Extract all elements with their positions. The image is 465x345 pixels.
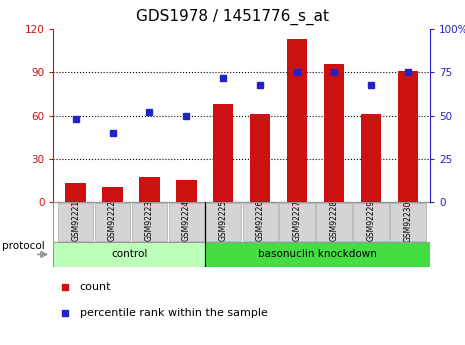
Bar (324, 64, 344, 202)
FancyBboxPatch shape (206, 203, 241, 241)
Text: GSM92227: GSM92227 (292, 200, 302, 242)
FancyBboxPatch shape (243, 203, 278, 241)
Text: GSM92222: GSM92222 (108, 200, 117, 242)
FancyBboxPatch shape (205, 241, 430, 267)
FancyBboxPatch shape (279, 203, 315, 241)
Bar (287, 39, 307, 202)
FancyBboxPatch shape (95, 203, 130, 241)
FancyBboxPatch shape (169, 203, 204, 241)
Text: GSM92230: GSM92230 (404, 200, 412, 242)
Text: GSM92223: GSM92223 (145, 200, 154, 242)
Bar (213, 104, 233, 202)
Text: GSM92226: GSM92226 (256, 200, 265, 242)
Bar (398, 71, 418, 202)
Text: GSM92221: GSM92221 (71, 200, 80, 242)
FancyBboxPatch shape (353, 203, 389, 241)
Bar (66, 183, 86, 202)
Text: GDS1978 / 1451776_s_at: GDS1978 / 1451776_s_at (136, 9, 329, 25)
Text: control: control (111, 249, 147, 259)
Bar (250, 114, 271, 202)
FancyBboxPatch shape (53, 241, 205, 267)
Text: GSM92225: GSM92225 (219, 200, 228, 242)
FancyBboxPatch shape (58, 203, 93, 241)
FancyBboxPatch shape (390, 203, 425, 241)
Bar (176, 180, 197, 202)
Text: GSM92229: GSM92229 (366, 200, 376, 242)
FancyBboxPatch shape (316, 203, 352, 241)
Text: percentile rank within the sample: percentile rank within the sample (80, 308, 268, 318)
Bar (102, 187, 123, 202)
Text: count: count (80, 282, 111, 292)
Text: GSM92228: GSM92228 (330, 200, 339, 242)
Text: protocol: protocol (2, 241, 45, 251)
Bar (140, 177, 159, 202)
Text: basonuclin knockdown: basonuclin knockdown (258, 249, 377, 259)
Bar (361, 114, 381, 202)
FancyBboxPatch shape (132, 203, 167, 241)
Text: GSM92224: GSM92224 (182, 200, 191, 242)
